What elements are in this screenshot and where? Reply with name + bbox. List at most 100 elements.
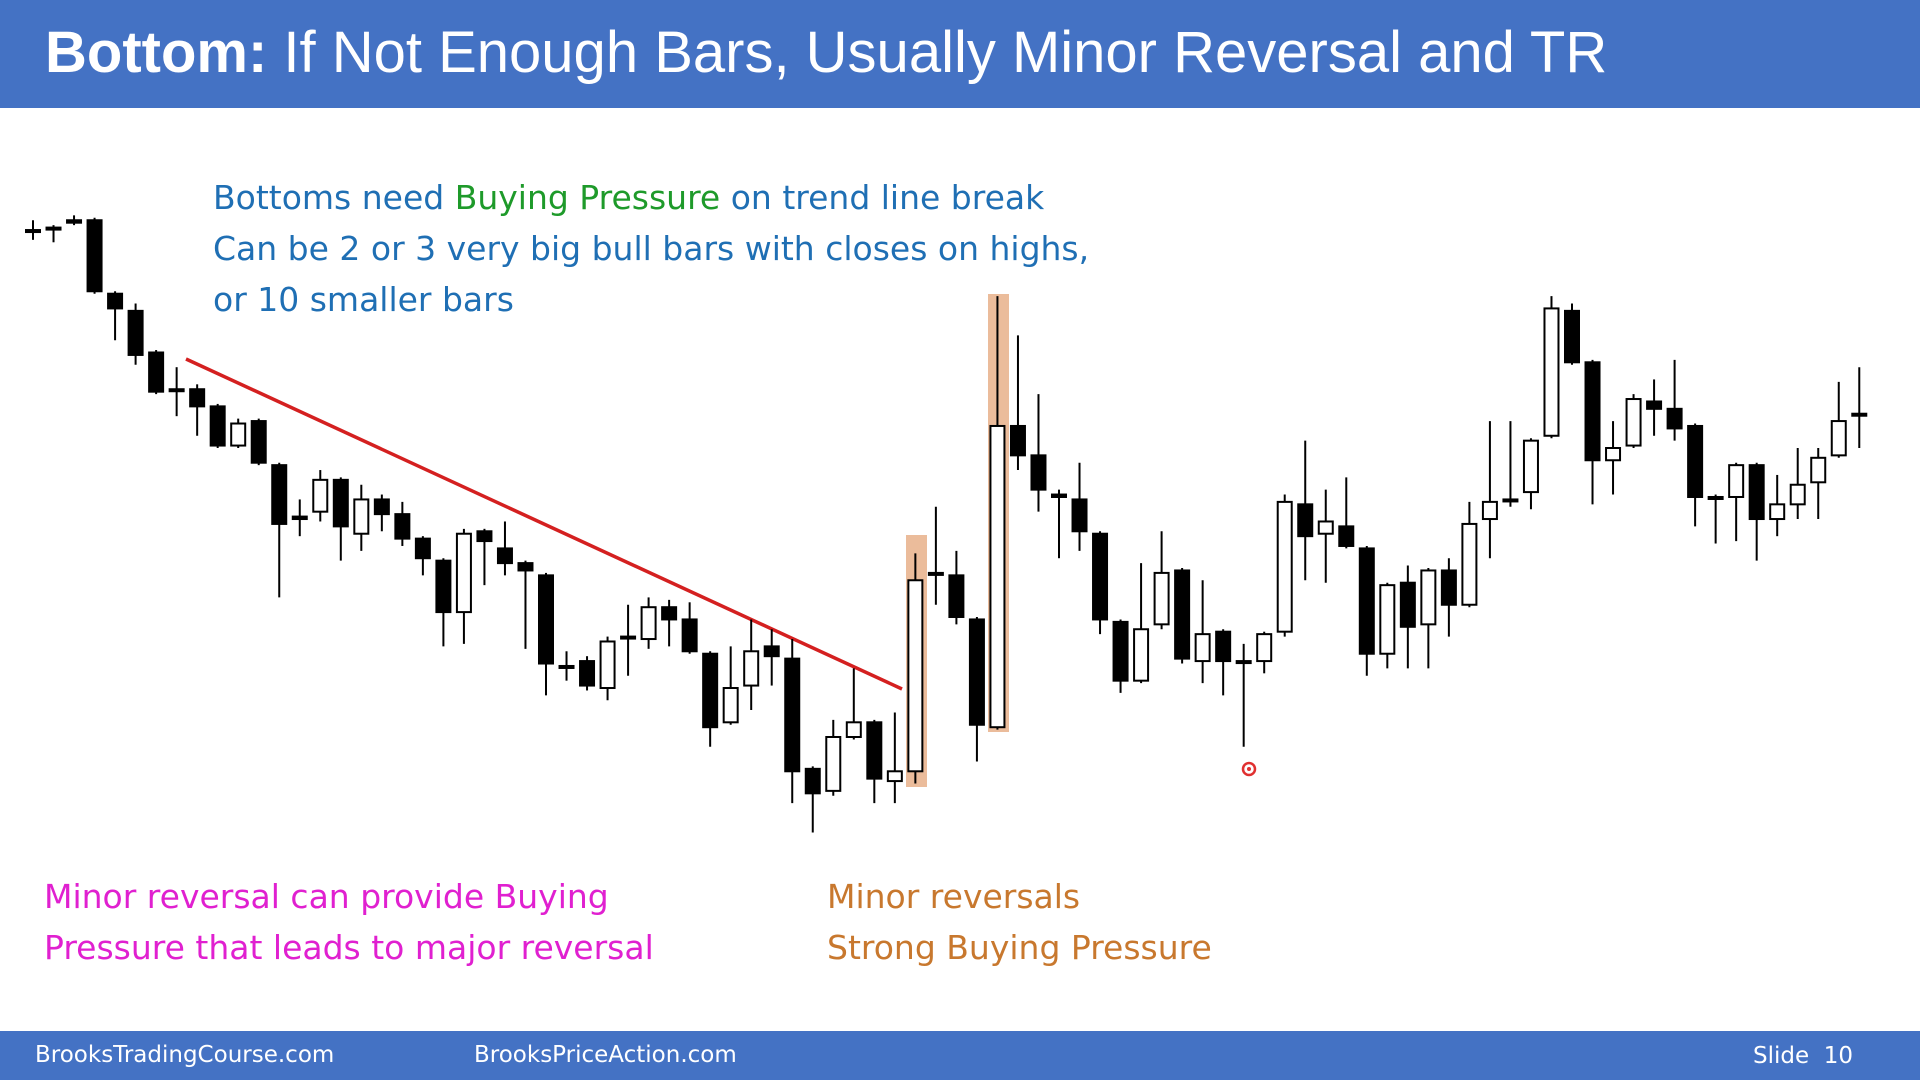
candle-body [763, 645, 780, 658]
note-text: Bottoms need [213, 178, 444, 217]
candle-body [1112, 620, 1129, 682]
candle-body [968, 618, 985, 726]
right-note: Strong Buying Pressure [827, 928, 1212, 967]
candle-body [702, 652, 719, 729]
candle-body [1174, 569, 1191, 660]
candle-body [1317, 520, 1334, 535]
candle-body [579, 660, 596, 687]
candle-body [722, 687, 739, 724]
title-rest: If Not Enough Bars, Usually Minor Revers… [283, 20, 1607, 85]
candle-body [127, 309, 144, 356]
trend-line [185, 357, 903, 691]
candle-body [1420, 569, 1437, 626]
candle-body [599, 640, 616, 690]
candle-body [1666, 407, 1683, 430]
note-text: on trend line break [731, 178, 1045, 217]
title-bold: Bottom: [45, 20, 267, 85]
candle-body [784, 657, 801, 773]
candle-body [1769, 503, 1786, 521]
candle-body [1399, 581, 1416, 628]
candle-body [866, 721, 883, 780]
candle-body [1379, 584, 1396, 655]
footer-text: BrooksTradingCourse.com [35, 1042, 334, 1068]
candle-body [373, 498, 390, 516]
right-note: Minor reversals [827, 877, 1080, 916]
candle-body [640, 606, 657, 641]
candle-body [107, 292, 124, 310]
candle-body [66, 219, 83, 224]
candle-body [394, 513, 411, 540]
candle-body [907, 579, 924, 773]
candle-body [1071, 498, 1088, 533]
candle-body [845, 721, 862, 738]
candle-body [1748, 464, 1765, 521]
footer-bar [0, 1031, 1920, 1080]
candle-body [1522, 439, 1539, 494]
candle-body [1215, 630, 1232, 663]
footer-text: BrooksPriceAction.com [474, 1042, 737, 1068]
candle-body [1051, 493, 1067, 498]
candle-body [476, 530, 493, 543]
candle-body [25, 229, 41, 234]
candle-body [1646, 400, 1663, 410]
candle-body [168, 388, 185, 393]
note-line: or 10 smaller bars [213, 280, 514, 319]
candle-body [86, 219, 103, 293]
candle-body [886, 770, 903, 783]
candle-body [681, 618, 698, 653]
title: Bottom: If Not Enough Bars, Usually Mino… [45, 20, 1607, 85]
candle-body [1605, 447, 1622, 462]
candle-body [1789, 483, 1806, 506]
candle-body [209, 405, 226, 447]
candle-body [1728, 464, 1745, 498]
candle-body [948, 574, 965, 618]
candle-body [1502, 498, 1519, 503]
left-note: Minor reversal can provide Buying [44, 877, 609, 916]
note-line: Bottoms need Buying Pressure on trend li… [213, 178, 1045, 217]
candle-body [1276, 500, 1293, 633]
candle-body [1564, 309, 1580, 364]
candle-body [250, 420, 267, 464]
candle-body [230, 422, 247, 447]
cursor-dot [1247, 767, 1251, 771]
candlestick-chart [25, 215, 1868, 833]
candle-body [1030, 454, 1047, 491]
candle-body [620, 635, 637, 640]
candle-body [353, 498, 370, 535]
candle-body [661, 606, 678, 621]
candle-body [312, 478, 329, 513]
candle-body [414, 537, 431, 560]
candle-body [148, 351, 165, 393]
candle-body [1358, 547, 1375, 655]
candle-body [538, 574, 554, 665]
candle-body [496, 547, 513, 565]
slide-number: Slide 10 [1753, 1043, 1853, 1069]
candle-body [455, 532, 472, 614]
candle-body [1009, 424, 1026, 457]
candle-body [517, 562, 534, 572]
candle-body [1153, 571, 1170, 626]
candle-body [1338, 525, 1355, 547]
candle-body [271, 464, 288, 525]
candle-body [189, 388, 206, 408]
candle-body [1133, 628, 1150, 682]
candle-body [291, 515, 308, 521]
cursor-dot [1241, 761, 1257, 777]
candle-body [1481, 500, 1498, 521]
candle-body [1707, 495, 1724, 500]
candle-body [825, 735, 842, 792]
candle-body [1461, 522, 1478, 606]
candle-body [1584, 361, 1601, 462]
candle-body [435, 559, 452, 614]
candle-body [1194, 633, 1211, 663]
candle-body [1625, 398, 1642, 447]
candle-body [1297, 503, 1314, 538]
candle-body [1543, 307, 1560, 437]
candle-body [927, 571, 944, 576]
candle-body [1256, 633, 1273, 663]
note-line: Can be 2 or 3 very big bull bars with cl… [213, 229, 1089, 268]
candle-body [804, 767, 821, 795]
candle-body [558, 664, 575, 669]
candle-body [989, 424, 1006, 729]
